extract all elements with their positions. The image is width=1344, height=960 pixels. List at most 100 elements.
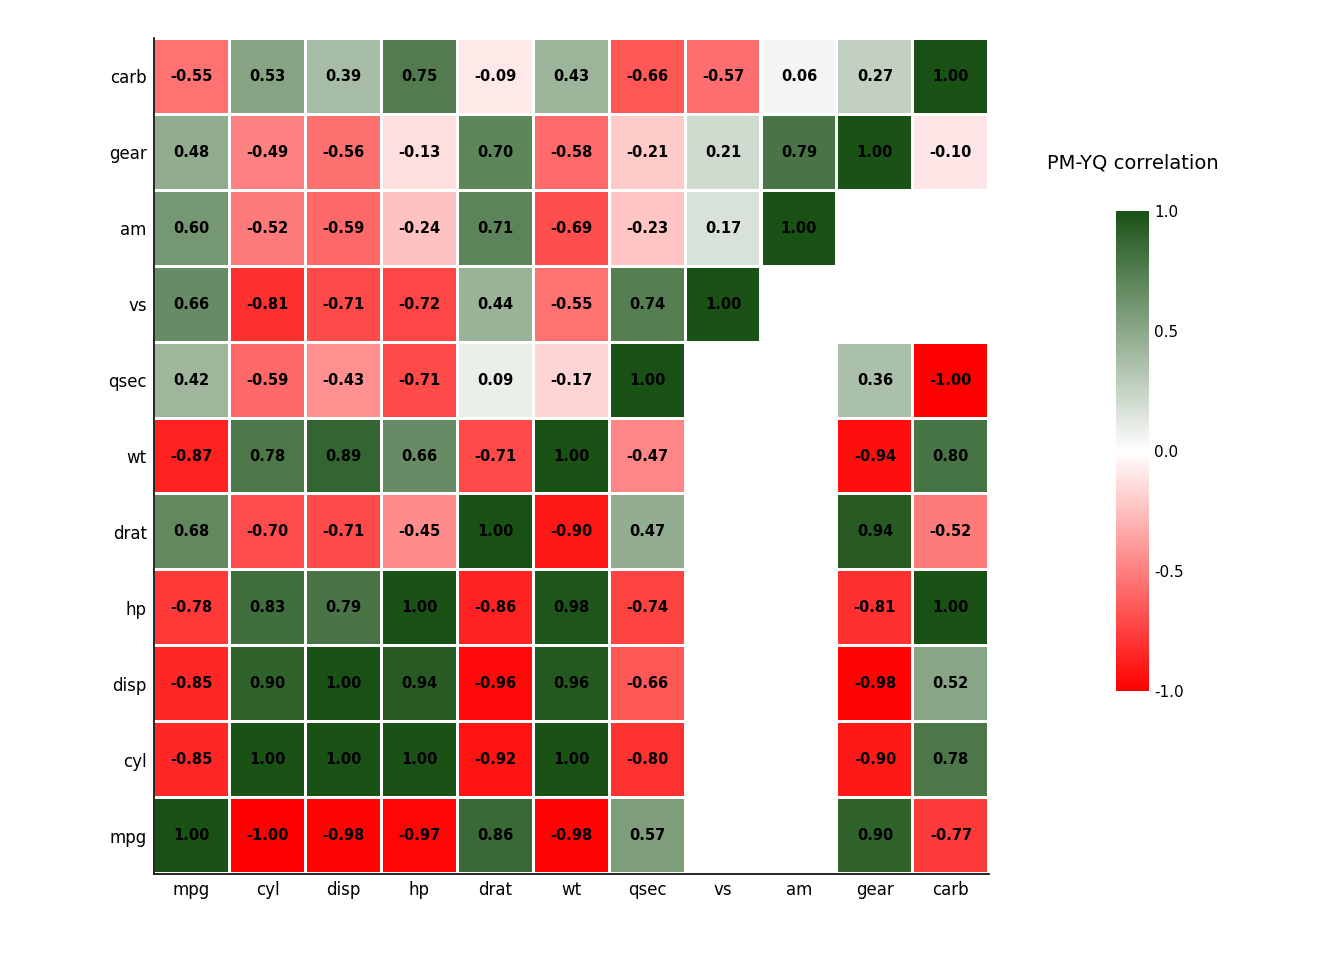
Text: 0.09: 0.09: [477, 372, 513, 388]
Bar: [839, 420, 911, 492]
Bar: [458, 647, 532, 720]
Text: 1.00: 1.00: [325, 676, 362, 691]
Bar: [687, 192, 759, 265]
Text: 1.00: 1.00: [401, 753, 438, 767]
Text: 1.00: 1.00: [933, 69, 969, 84]
Bar: [839, 40, 911, 113]
Bar: [383, 116, 456, 189]
Text: 0.83: 0.83: [250, 600, 286, 615]
Text: -0.23: -0.23: [626, 221, 668, 236]
Text: -0.97: -0.97: [398, 828, 441, 843]
Bar: [610, 344, 684, 417]
Bar: [687, 116, 759, 189]
Bar: [383, 344, 456, 417]
Text: 0.79: 0.79: [781, 145, 817, 159]
Text: -0.74: -0.74: [626, 600, 668, 615]
Text: 0.80: 0.80: [933, 448, 969, 464]
Bar: [914, 495, 988, 568]
Text: 0.90: 0.90: [856, 828, 892, 843]
Text: 1.00: 1.00: [477, 524, 513, 540]
Bar: [610, 192, 684, 265]
Text: -0.90: -0.90: [853, 753, 896, 767]
Text: -0.55: -0.55: [171, 69, 212, 84]
Text: 0.94: 0.94: [857, 524, 892, 540]
Text: 0.75: 0.75: [402, 69, 437, 84]
Bar: [914, 799, 988, 872]
Bar: [231, 268, 304, 341]
Bar: [458, 723, 532, 796]
Bar: [383, 40, 456, 113]
Text: 0.66: 0.66: [173, 297, 210, 312]
Bar: [610, 647, 684, 720]
Text: -0.58: -0.58: [550, 145, 593, 159]
Bar: [535, 420, 607, 492]
Bar: [383, 268, 456, 341]
Text: 1.00: 1.00: [401, 600, 438, 615]
Bar: [914, 571, 988, 644]
Bar: [306, 495, 380, 568]
Bar: [155, 420, 228, 492]
Bar: [231, 192, 304, 265]
Bar: [155, 571, 228, 644]
Bar: [458, 799, 532, 872]
Text: PM-YQ correlation: PM-YQ correlation: [1047, 154, 1218, 173]
Bar: [687, 40, 759, 113]
Bar: [458, 192, 532, 265]
Text: -0.24: -0.24: [398, 221, 441, 236]
Bar: [839, 647, 911, 720]
Text: 0.36: 0.36: [857, 372, 892, 388]
Bar: [306, 344, 380, 417]
Text: -0.80: -0.80: [626, 753, 668, 767]
Text: 0.70: 0.70: [477, 145, 513, 159]
Text: -0.52: -0.52: [930, 524, 972, 540]
Text: 0.06: 0.06: [781, 69, 817, 84]
Text: -0.71: -0.71: [474, 448, 516, 464]
Bar: [839, 116, 911, 189]
Text: -0.17: -0.17: [550, 372, 593, 388]
Text: 0.48: 0.48: [173, 145, 210, 159]
Text: 0.47: 0.47: [629, 524, 665, 540]
Text: 0.79: 0.79: [325, 600, 362, 615]
Bar: [383, 571, 456, 644]
Bar: [535, 723, 607, 796]
Text: -0.09: -0.09: [474, 69, 516, 84]
Bar: [155, 344, 228, 417]
Bar: [306, 116, 380, 189]
Text: 0.94: 0.94: [402, 676, 437, 691]
Bar: [231, 723, 304, 796]
Bar: [458, 116, 532, 189]
Bar: [383, 723, 456, 796]
Text: -1.00: -1.00: [246, 828, 289, 843]
Text: 1.00: 1.00: [173, 828, 210, 843]
Text: 1.00: 1.00: [781, 221, 817, 236]
Text: -0.59: -0.59: [323, 221, 364, 236]
Bar: [231, 40, 304, 113]
Text: -0.13: -0.13: [398, 145, 441, 159]
Text: -0.49: -0.49: [246, 145, 289, 159]
Text: -0.57: -0.57: [702, 69, 745, 84]
Bar: [383, 420, 456, 492]
Bar: [306, 40, 380, 113]
Bar: [458, 268, 532, 341]
Text: 0.66: 0.66: [402, 448, 437, 464]
Text: -0.85: -0.85: [171, 753, 212, 767]
Bar: [839, 723, 911, 796]
Bar: [839, 344, 911, 417]
Bar: [155, 647, 228, 720]
Text: 0.96: 0.96: [554, 676, 589, 691]
Bar: [762, 192, 836, 265]
Bar: [231, 495, 304, 568]
Text: 0.78: 0.78: [250, 448, 286, 464]
Bar: [383, 192, 456, 265]
Bar: [155, 799, 228, 872]
Bar: [231, 647, 304, 720]
Bar: [535, 647, 607, 720]
Bar: [535, 495, 607, 568]
Bar: [610, 799, 684, 872]
Bar: [306, 799, 380, 872]
Bar: [839, 495, 911, 568]
Text: -0.71: -0.71: [323, 524, 364, 540]
Bar: [306, 192, 380, 265]
Text: 1.00: 1.00: [629, 372, 665, 388]
Text: -0.98: -0.98: [853, 676, 896, 691]
